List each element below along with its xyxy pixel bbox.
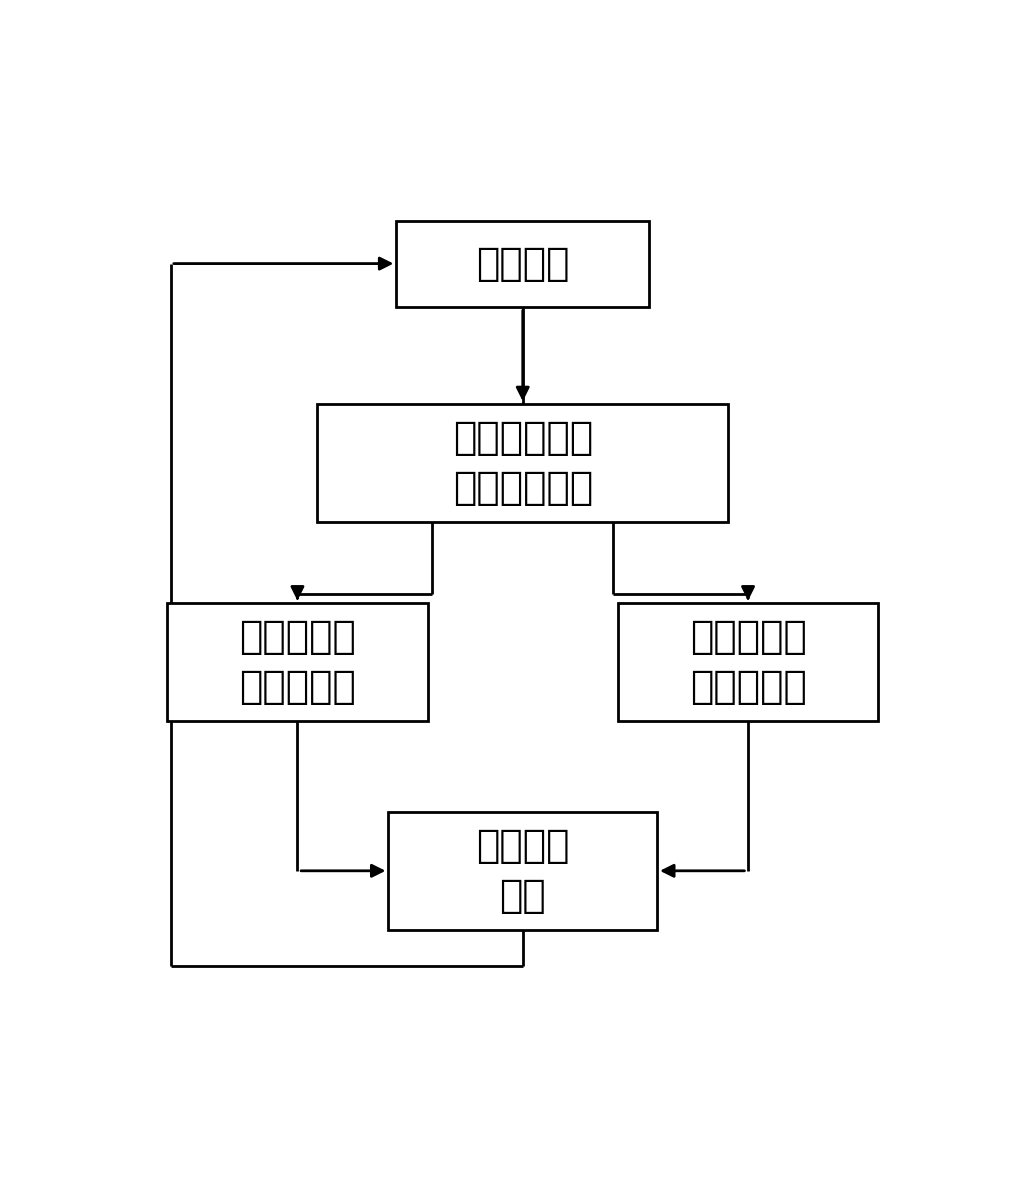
Bar [618, 604, 877, 722]
Bar [388, 812, 656, 930]
Text: 测温模块: 测温模块 [476, 245, 569, 282]
Text: 固定温度阈
值判断模块: 固定温度阈 值判断模块 [238, 618, 356, 706]
Bar [395, 220, 648, 307]
Text: 更新循环
模块: 更新循环 模块 [476, 826, 569, 915]
Bar [317, 404, 728, 521]
Bar [167, 604, 428, 722]
Text: 动态温度阈
值判断模块: 动态温度阈 值判断模块 [689, 618, 806, 706]
Text: 动态温度阈值
可用判断模块: 动态温度阈值 可用判断模块 [452, 419, 592, 507]
